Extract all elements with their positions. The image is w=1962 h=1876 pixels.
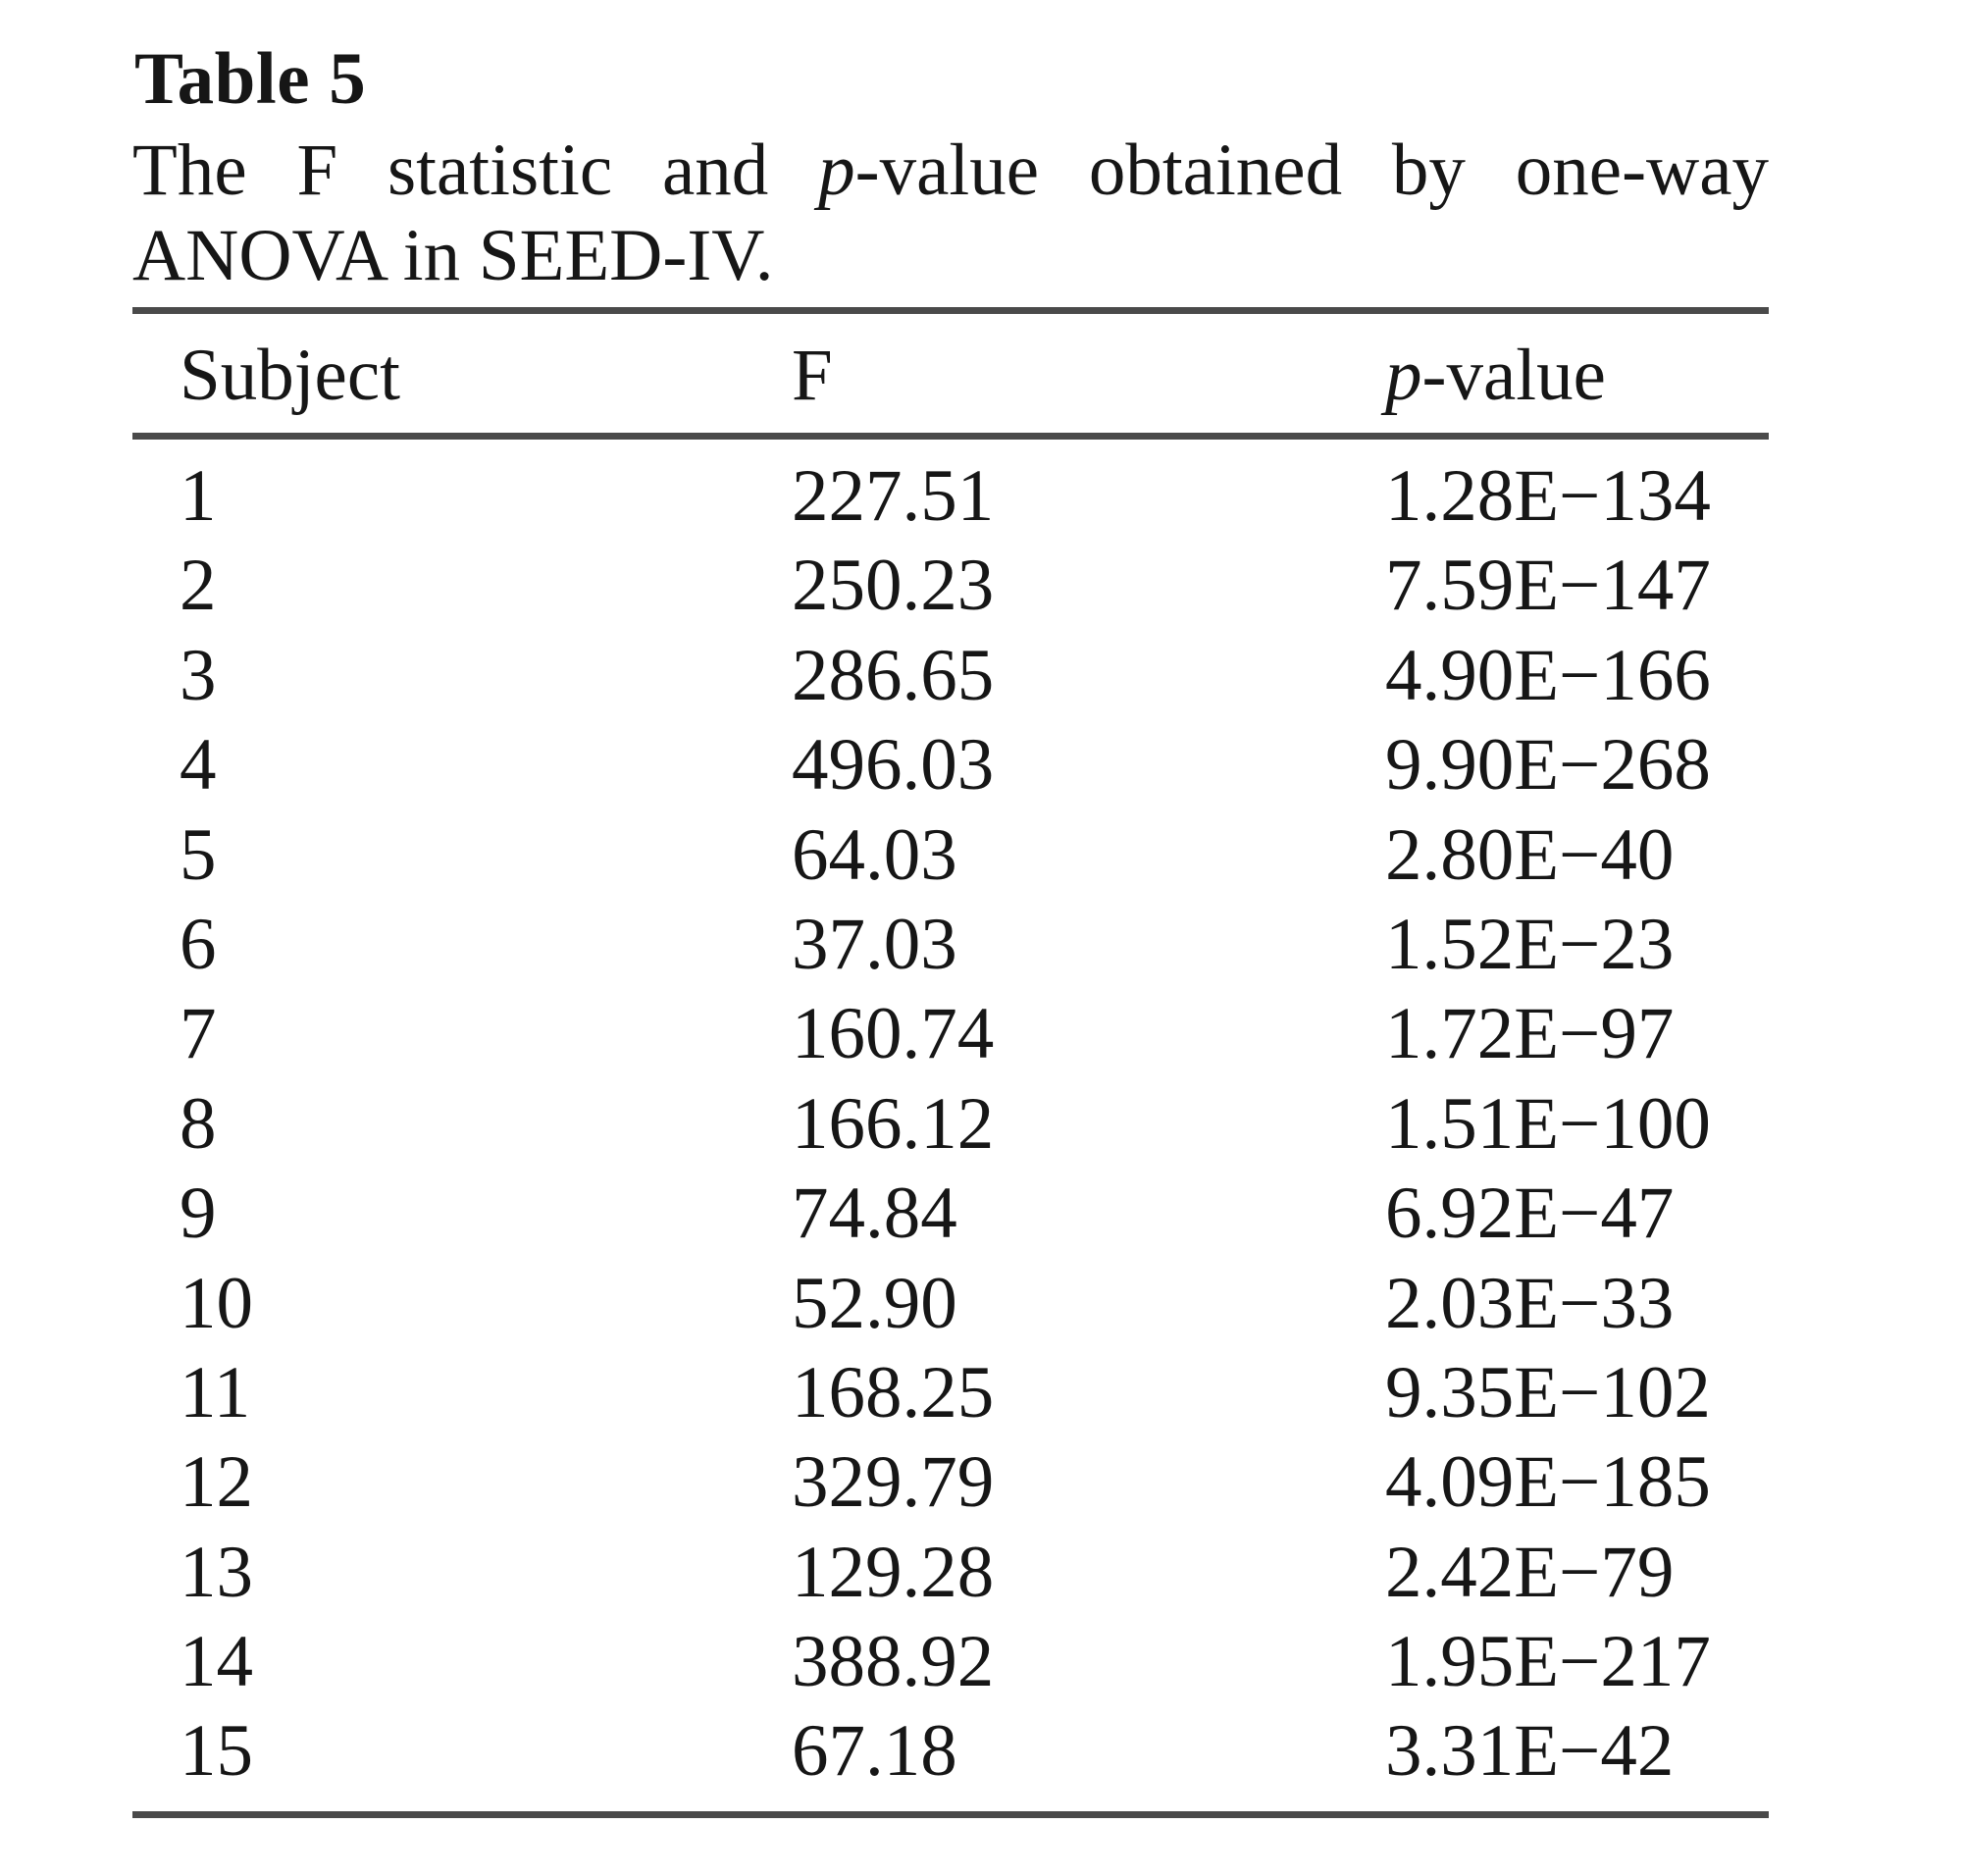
- cell-f-statistic: 227.51: [792, 455, 995, 537]
- cell-f-statistic: 37.03: [792, 903, 957, 985]
- table-row: 4 496.03 9.90E−268: [132, 720, 1769, 809]
- table-label: Table 5: [134, 38, 367, 120]
- table-body: 1 227.51 1.28E−134 2 250.23 7.59E−147 3 286.65 4…: [132, 451, 1769, 1797]
- cell-p-value: 7.59E−147: [1385, 545, 1711, 627]
- table-row: 12 329.79 4.09E−185: [132, 1437, 1769, 1527]
- table-row: 2 250.23 7.59E−147: [132, 541, 1769, 630]
- cell-subject: 14: [180, 1621, 253, 1703]
- cell-subject: 11: [180, 1351, 251, 1433]
- table-row: 6 37.03 1.52E−23: [132, 900, 1769, 989]
- table-header-rule: [132, 433, 1769, 440]
- cell-subject: 1: [180, 455, 217, 537]
- table-bottom-rule: [132, 1811, 1769, 1818]
- cell-p-value: 3.31E−42: [1385, 1710, 1675, 1793]
- table-row: 14 388.92 1.95E−217: [132, 1617, 1769, 1706]
- cell-subject: 3: [180, 634, 217, 716]
- cell-f-statistic: 67.18: [792, 1710, 957, 1793]
- cell-subject: 5: [180, 813, 217, 896]
- cell-f-statistic: 168.25: [792, 1351, 995, 1433]
- cell-subject: 12: [180, 1441, 253, 1524]
- cell-p-value: 2.03E−33: [1385, 1262, 1675, 1344]
- table-caption: The F statistic and p-value obtained by …: [132, 128, 1769, 298]
- cell-subject: 15: [180, 1710, 253, 1793]
- column-header-subject: Subject: [180, 335, 400, 416]
- cell-p-value: 4.09E−185: [1385, 1441, 1711, 1524]
- cell-f-statistic: 64.03: [792, 813, 957, 896]
- cell-p-value: 1.52E−23: [1385, 903, 1675, 985]
- table-header-row: Subject F p-value: [132, 339, 1769, 412]
- cell-f-statistic: 160.74: [792, 993, 995, 1075]
- table-row: 5 64.03 2.80E−40: [132, 810, 1769, 900]
- caption-text: The F statistic and: [132, 130, 819, 211]
- table-row: 13 129.28 2.42E−79: [132, 1528, 1769, 1617]
- table-row: 15 67.18 3.31E−42: [132, 1706, 1769, 1796]
- caption-line-2: ANOVA in SEED-IV.: [132, 215, 774, 296]
- cell-subject: 10: [180, 1262, 253, 1344]
- cell-subject: 2: [180, 545, 217, 627]
- cell-f-statistic: 388.92: [792, 1621, 995, 1703]
- cell-p-value: 9.35E−102: [1385, 1351, 1711, 1433]
- column-header-p-value: p-value: [1385, 339, 1769, 412]
- cell-f-statistic: 286.65: [792, 634, 995, 716]
- cell-f-statistic: 74.84: [792, 1172, 957, 1255]
- cell-subject: 8: [180, 1082, 217, 1165]
- p-value-header-rest: -value: [1421, 335, 1606, 416]
- cell-p-value: 2.80E−40: [1385, 813, 1675, 896]
- cell-p-value: 4.90E−166: [1385, 634, 1711, 716]
- table-top-rule: [132, 307, 1769, 314]
- table-row: 7 160.74 1.72E−97: [132, 989, 1769, 1078]
- cell-p-value: 2.42E−79: [1385, 1531, 1675, 1613]
- table-row: 11 168.25 9.35E−102: [132, 1348, 1769, 1437]
- table-row: 1 227.51 1.28E−134: [132, 451, 1769, 541]
- table-row: 3 286.65 4.90E−166: [132, 631, 1769, 720]
- cell-p-value: 1.28E−134: [1385, 455, 1711, 537]
- cell-subject: 13: [180, 1531, 253, 1613]
- cell-subject: 9: [180, 1172, 217, 1255]
- cell-f-statistic: 52.90: [792, 1262, 957, 1344]
- cell-subject: 7: [180, 993, 217, 1075]
- cell-p-value: 1.72E−97: [1385, 993, 1675, 1075]
- cell-p-value: 1.51E−100: [1385, 1082, 1711, 1165]
- caption-text: -value obtained by one-way: [854, 130, 1769, 211]
- cell-f-statistic: 496.03: [792, 724, 995, 807]
- cell-f-statistic: 129.28: [792, 1531, 995, 1613]
- cell-f-statistic: 166.12: [792, 1082, 995, 1165]
- table-row: 8 166.12 1.51E−100: [132, 1079, 1769, 1169]
- cell-subject: 6: [180, 903, 217, 985]
- cell-p-value: 1.95E−217: [1385, 1621, 1711, 1703]
- cell-p-value: 9.90E−268: [1385, 724, 1711, 807]
- cell-subject: 4: [180, 724, 217, 807]
- caption-p-italic: p: [818, 130, 855, 211]
- cell-f-statistic: 250.23: [792, 545, 995, 627]
- table-5: Table 5 The F statistic and p-value obta…: [132, 0, 1769, 1876]
- column-header-f: F: [792, 335, 833, 416]
- cell-p-value: 6.92E−47: [1385, 1172, 1675, 1255]
- table-row: 10 52.90 2.03E−33: [132, 1259, 1769, 1348]
- p-value-header-italic-p: p: [1385, 335, 1422, 416]
- cell-f-statistic: 329.79: [792, 1441, 995, 1524]
- caption-line-1: The F statistic and p-value obtained by …: [132, 128, 1769, 213]
- table-row: 9 74.84 6.92E−47: [132, 1169, 1769, 1258]
